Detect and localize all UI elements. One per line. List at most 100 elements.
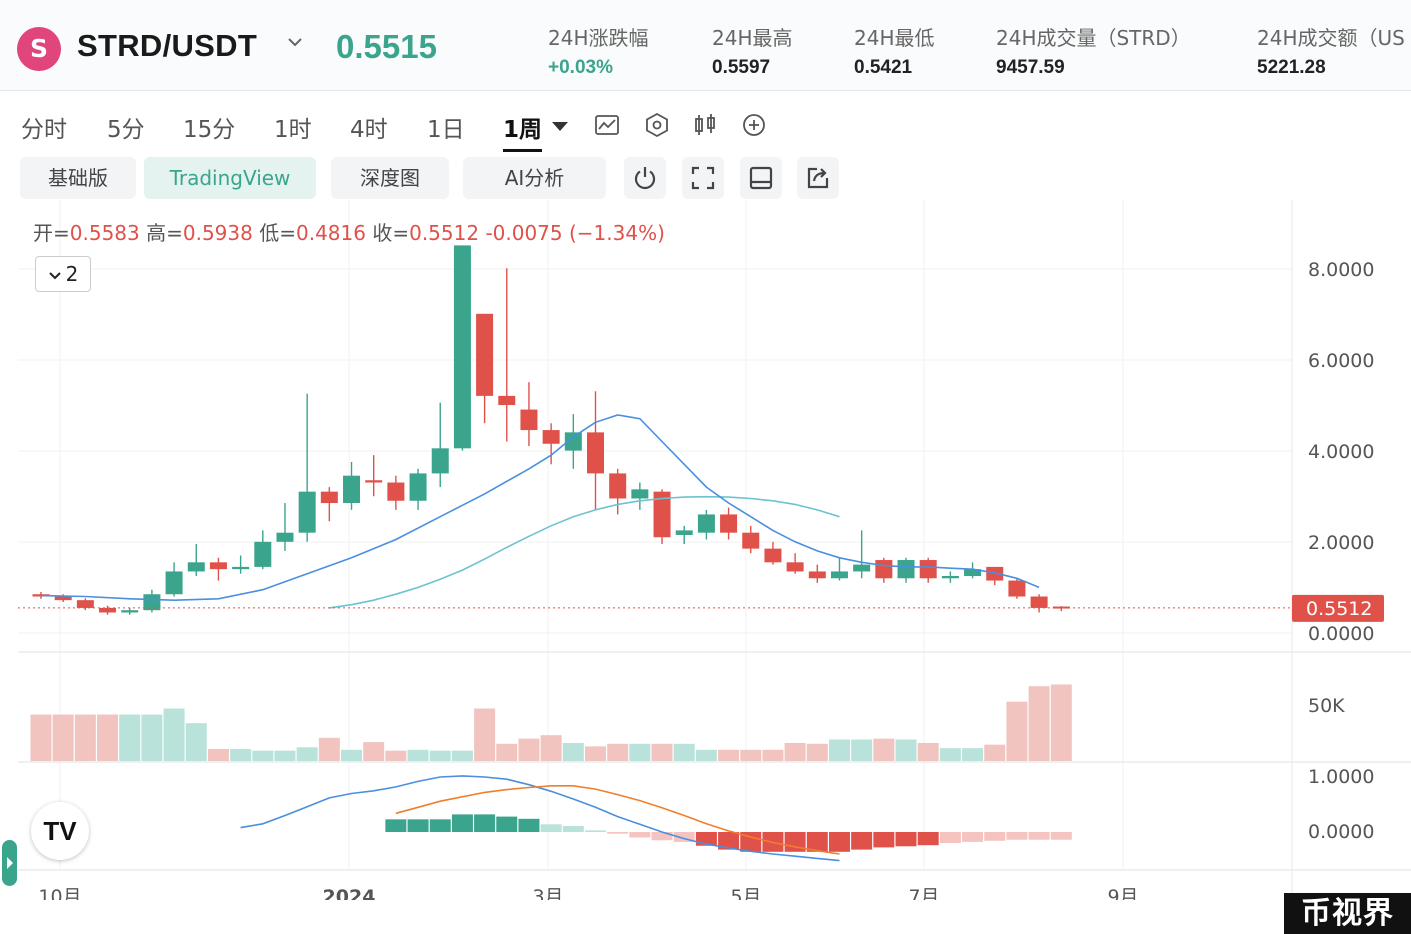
macd-hist-bar — [1050, 832, 1072, 840]
candle-body — [986, 566, 1004, 581]
stat-value: 0.5597 — [712, 57, 771, 78]
candle-body — [1008, 580, 1026, 597]
volume-bar — [74, 714, 96, 761]
volume-bar — [318, 737, 340, 761]
volume-bar — [141, 714, 163, 761]
ohlc-low: 0.4816 — [295, 221, 366, 245]
volume-bar — [385, 750, 407, 761]
price-tick-label: 0.0000 — [1308, 623, 1374, 645]
line-chart-icon[interactable] — [594, 112, 622, 140]
macd-dea-line — [395, 784, 840, 855]
stat-value: 0.5421 — [854, 57, 913, 78]
stat-label: 24H成交量（STRD） — [996, 26, 1191, 50]
candle-body — [254, 541, 272, 567]
candle-body — [542, 430, 560, 444]
stat-label: 24H涨跌幅 — [548, 26, 649, 50]
price-chart[interactable]: 8.0000 6.0000 4.0000 2.0000 0.0000 50K 1.0000 0… — [0, 200, 1411, 900]
macd-hist-bar — [607, 832, 629, 834]
candle-body — [387, 482, 405, 501]
timeframe-tab-5m[interactable]: 5分 — [107, 117, 145, 143]
candlesticks — [32, 245, 1070, 615]
timeframe-dropdown-icon[interactable] — [552, 122, 568, 131]
timeframe-tab-1h[interactable]: 1时 — [274, 117, 312, 143]
time-tick-label: 5月 — [730, 886, 761, 900]
macd-hist-bar — [851, 832, 873, 850]
candle-body — [165, 571, 183, 595]
candle-type-icon[interactable] — [692, 112, 720, 140]
volume-bar — [762, 749, 784, 761]
volume-bar — [207, 748, 229, 761]
volume-bar — [895, 739, 917, 761]
indicator-toggle[interactable]: 2 — [35, 256, 91, 292]
candle-body — [431, 448, 449, 474]
add-indicator-icon[interactable] — [741, 112, 769, 140]
volume-bar — [873, 738, 895, 761]
stat-high-24h: 24H最高 0.5597 — [712, 22, 793, 79]
volume-bar — [230, 748, 252, 761]
macd-hist-bar — [673, 832, 695, 842]
candle-body — [121, 610, 139, 613]
macd-hist-bar — [984, 832, 1006, 841]
volume-bar — [407, 749, 429, 761]
timeframe-tab-1w[interactable]: 1周 — [503, 110, 543, 152]
volume-bar — [518, 738, 540, 761]
timeframe-tab-4h[interactable]: 4时 — [350, 117, 388, 143]
stat-turnover-24h: 24H成交额（US 5221.28 — [1257, 22, 1405, 79]
candle-body — [564, 432, 582, 451]
macd-hist-bar — [629, 832, 651, 838]
timeframe-tab-1d[interactable]: 1日 — [427, 117, 465, 143]
candle-body — [964, 569, 982, 576]
volume-bar — [939, 748, 961, 761]
power-button[interactable] — [624, 157, 666, 199]
macd-hist-bar — [895, 832, 917, 847]
time-tick-label: 10月 — [38, 886, 81, 900]
stat-value: +0.03% — [548, 57, 613, 78]
ma-short-line — [40, 414, 1040, 602]
volume-bars — [30, 684, 1072, 761]
macd-hist-bar — [962, 832, 984, 842]
volume-bar — [784, 742, 806, 761]
panel-button[interactable] — [740, 157, 782, 199]
time-tick-label: 3月 — [532, 886, 563, 900]
view-basic-button[interactable]: 基础版 — [20, 157, 136, 199]
macd-tick-label: 1.0000 — [1308, 766, 1374, 788]
macd-hist-bar — [917, 832, 939, 846]
volume-bar — [585, 746, 606, 761]
timeframe-tab-15m[interactable]: 15分 — [183, 117, 236, 143]
macd-histogram — [385, 814, 1072, 852]
fullscreen-button[interactable] — [682, 157, 724, 199]
view-depth-button[interactable]: 深度图 — [331, 157, 449, 199]
settings-hexagon-icon[interactable] — [644, 112, 672, 140]
price-axis: 8.0000 6.0000 4.0000 2.0000 0.0000 50K 1.0000 0… — [1308, 259, 1374, 843]
volume-bar — [962, 748, 984, 761]
volume-bar — [629, 743, 651, 761]
macd-hist-bar — [429, 819, 451, 832]
last-price-badge: 0.5512 — [1292, 594, 1384, 622]
volume-bar — [562, 742, 584, 761]
volume-bar — [984, 744, 1006, 761]
volume-bar — [540, 735, 562, 761]
candle-body — [808, 571, 826, 579]
candle-body — [1052, 606, 1070, 609]
timeframe-tab-timeline[interactable]: 分时 — [21, 117, 67, 143]
view-ai-analysis-button[interactable]: AI分析 — [463, 157, 606, 199]
candle-body — [320, 491, 338, 504]
stat-value: 5221.28 — [1257, 57, 1326, 78]
macd-hist-bar — [651, 832, 673, 841]
tradingview-logo[interactable]: TV — [31, 802, 89, 860]
price-tick-label: 8.0000 — [1308, 259, 1374, 281]
candle-body — [675, 530, 693, 535]
stat-value: 9457.59 — [996, 57, 1065, 78]
stat-label: 24H最低 — [854, 26, 935, 50]
volume-bar — [740, 749, 762, 761]
chevron-down-icon[interactable] — [286, 32, 304, 56]
ohlc-legend: 开=0.5583 高=0.5938 低=0.4816 收=0.5512 -0.0… — [33, 221, 665, 245]
share-button[interactable] — [797, 157, 839, 199]
sidebar-toggle-handle[interactable] — [2, 840, 17, 886]
trading-pair-name[interactable]: STRD/USDT — [77, 28, 258, 63]
candle-body — [720, 514, 738, 533]
candle-body — [897, 560, 915, 579]
view-tradingview-button[interactable]: TradingView — [144, 157, 316, 199]
power-icon — [634, 167, 656, 190]
volume-bar — [363, 742, 385, 761]
